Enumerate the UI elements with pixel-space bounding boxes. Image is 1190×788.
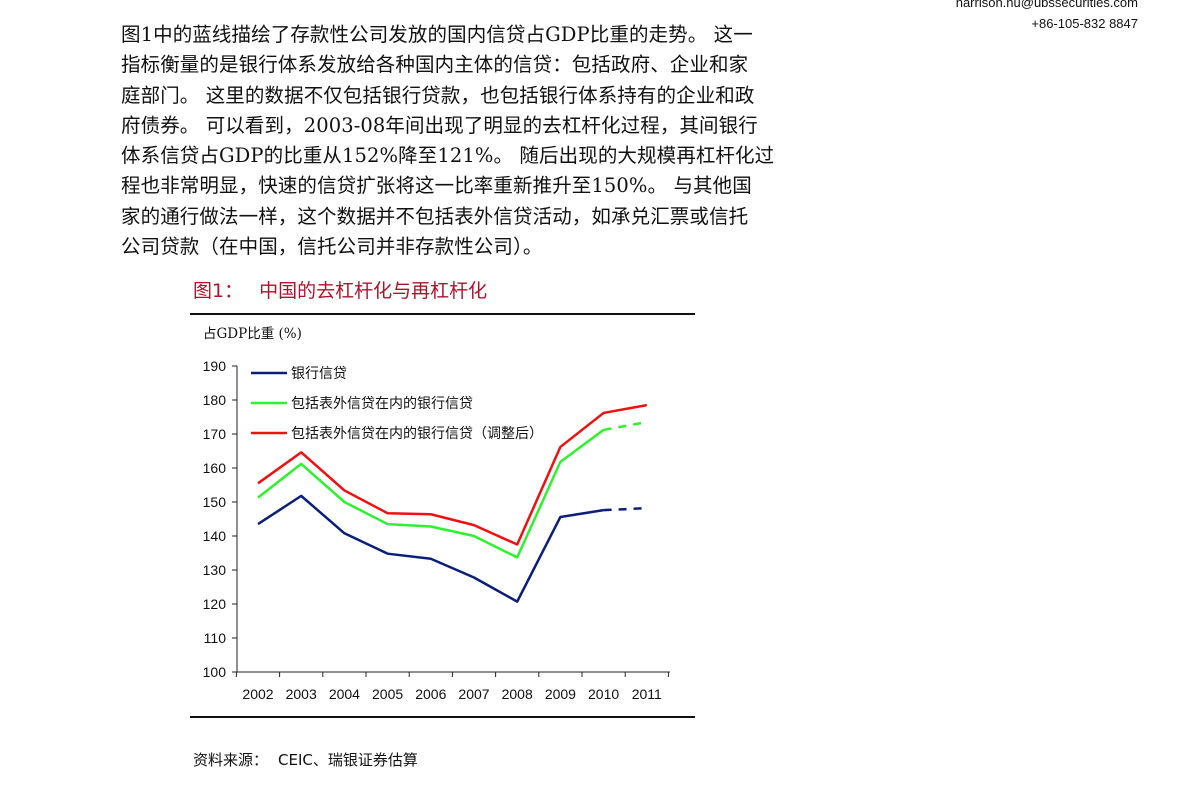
paragraph-line: 程也非常明显，快速的信贷扩张将这一比率重新推升至150%。 与其他国 [121,174,752,198]
x-tick-label: 2009 [545,686,576,702]
y-tick-label: 100 [203,664,227,680]
y-tick-label: 170 [203,426,227,442]
paragraph-line: 府债券。 可以看到，2003-08年间出现了明显的去杠杆化过程，其间银行 [121,113,758,137]
x-tick-label: 2008 [502,686,533,702]
source-text: CEIC、瑞银证券估算 [278,751,418,769]
series-line-3 [257,403,648,546]
x-tick-label: 2007 [458,686,489,702]
y-tick-label: 150 [203,494,227,510]
figure-title: 图1： 中国的去杠杆化与再杠杆化 [193,276,487,303]
paragraph-line: 公司贷款（在中国，信托公司并非存款性公司）。 [121,235,543,259]
figure-caption: 中国的去杠杆化与再杠杆化 [259,280,488,302]
contact-info: harrison.hu@ubssecurities.com +86-105-83… [956,0,1138,34]
x-tick-label: 2011 [632,686,662,702]
contact-phone: +86-105-832 8847 [1031,16,1138,31]
contact-email: harrison.hu@ubssecurities.com [955,0,1138,10]
paragraph-line: 体系信贷占GDP的比重从152%降至121%。 随后出现的大规模再杠杆化过 [121,144,775,168]
paragraph-line: 指标衡量的是银行体系发放给各种国内主体的信贷：包括政府、企业和家 [121,53,749,77]
x-tick-label: 2010 [588,686,619,702]
legend-label-2: 包括表外信贷在内的银行信贷 [291,396,473,412]
paragraph-line: 家的通行做法一样，这个数据并不包括表外信贷活动，如承兑汇票或信托 [121,204,749,228]
y-tick-label: 160 [203,460,227,476]
series-projection-2 [603,420,648,432]
y-tick-label: 190 [203,358,227,374]
figure-number: 图1： [193,280,244,302]
y-tick-label: 110 [204,630,227,646]
y-tick-label: 120 [203,596,227,612]
paragraph-line: 图1中的蓝线描绘了存款性公司发放的国内信贷占GDP比重的走势。 这一 [121,23,753,46]
y-tick-label: 130 [203,562,227,578]
source-note: 资料来源： CEIC、瑞银证券估算 [193,749,428,770]
series-line-1 [257,494,604,603]
legend-label-1: 银行信贷 [291,366,347,382]
legend-label-3: 包括表外信贷在内的银行信贷（调整后） [291,426,543,442]
x-tick-label: 2003 [286,686,317,702]
figure-top-rule [190,313,695,315]
figure-bottom-rule [190,716,695,718]
y-tick-label: 180 [203,392,227,408]
x-tick-label: 2005 [372,686,403,702]
y-axis-label: 占GDP比重 (%) [203,326,302,342]
paragraph-line: 庭部门。 这里的数据不仅包括银行贷款，也包括银行体系持有的企业和政 [121,83,755,107]
body-paragraph: 图1中的蓝线描绘了存款性公司发放的国内信贷占GDP比重的走势。 这一 指标衡量的… [121,20,781,262]
series-projection-1 [603,506,647,512]
series-line-2 [257,428,605,559]
x-tick-label: 2002 [242,686,273,702]
x-tick-label: 2004 [329,686,360,702]
y-tick-label: 140 [203,528,227,544]
source-label: 资料来源： [193,751,269,769]
x-tick-label: 2006 [415,686,446,702]
